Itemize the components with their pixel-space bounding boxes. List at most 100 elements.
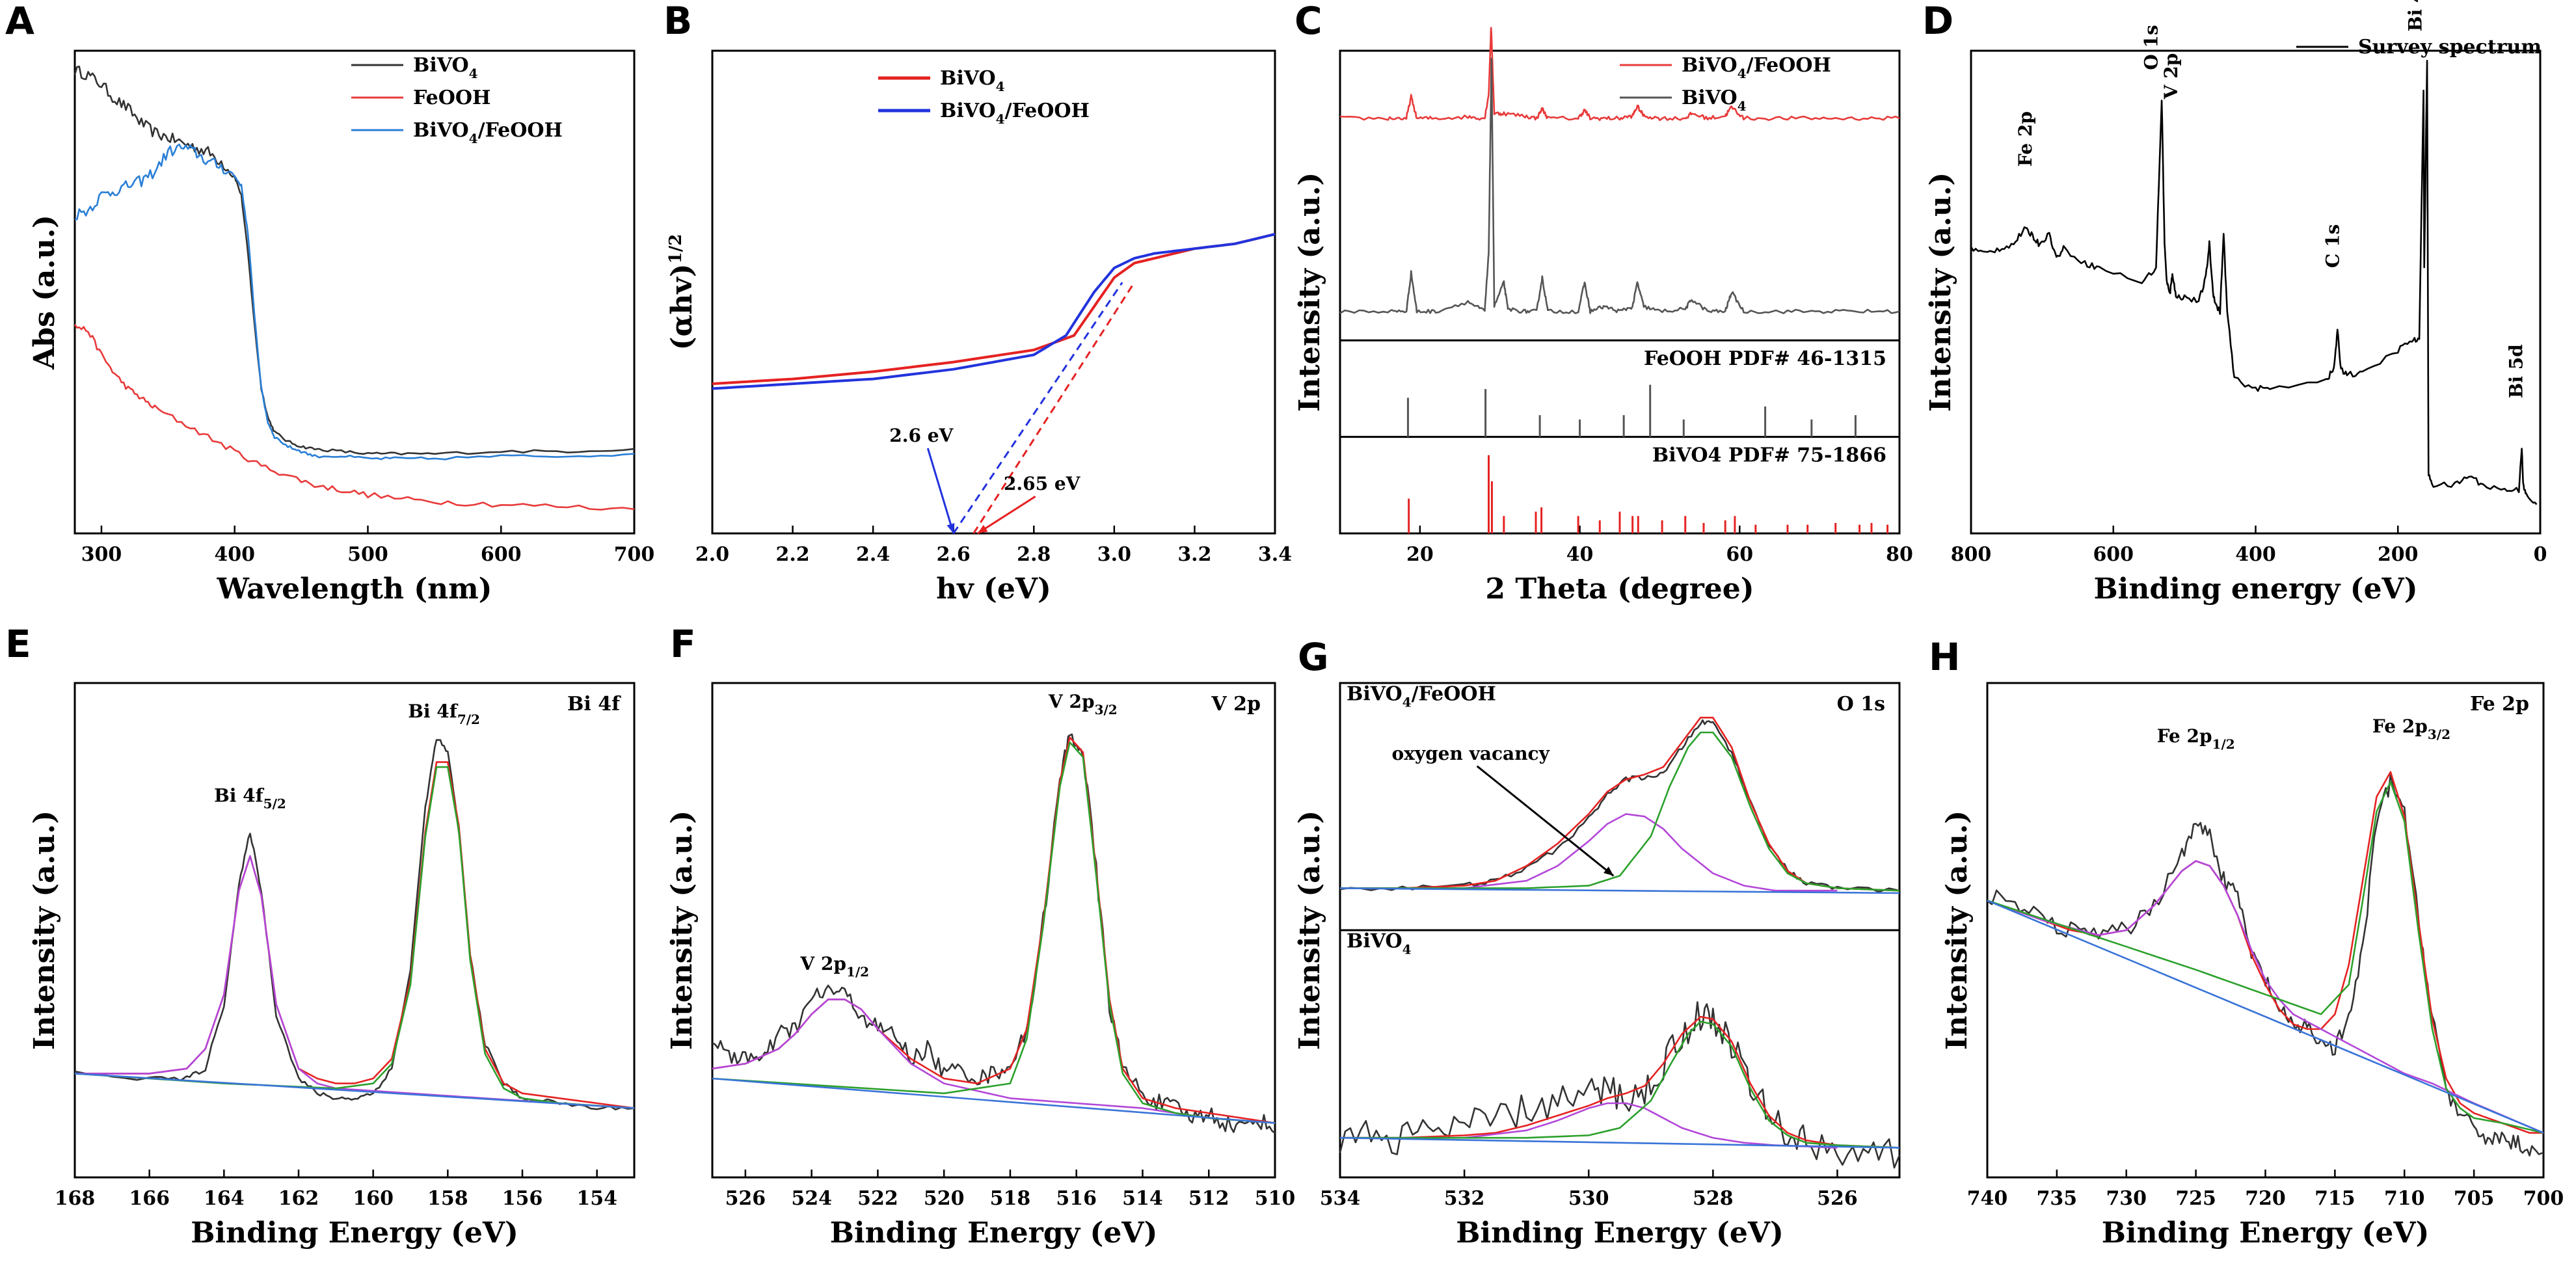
series-line (1987, 781, 2544, 1134)
legend-label-tail: /FeOOH (1005, 100, 1090, 122)
series-line (712, 233, 1276, 390)
peak-annotation: C 1s (2322, 224, 2343, 268)
x-tick-label: 730 (2106, 1187, 2147, 1210)
legend-label-tail: /FeOOH (1747, 54, 1831, 77)
plot-frame (74, 49, 636, 535)
legend-label-base: BiVO (413, 119, 469, 142)
x-tick-label: 2.8 (1017, 543, 1051, 566)
x-tick-label: 2.4 (856, 543, 890, 566)
peak-annotation-base: V 2p (1048, 691, 1095, 712)
y-axis-label: Abs (a.u.) (28, 215, 61, 370)
series-line (1970, 60, 2538, 505)
panel-title: Bi 4f (567, 693, 621, 716)
panel-letter: A (5, 0, 34, 43)
x-tick-label: 725 (2175, 1187, 2216, 1210)
panel-title: O 1s (1837, 693, 1885, 716)
stack-label-bottom: BiVO4 (1347, 930, 1412, 958)
x-axis-label: Binding Energy (eV) (830, 1216, 1158, 1250)
x-tick-label: 162 (278, 1187, 319, 1210)
x-tick-label: 500 (347, 543, 388, 566)
series-line (74, 324, 635, 511)
chart-E: E 168 166 164 162 160 158 156 154 Binding Energy … (5, 622, 636, 1250)
x-tick-label: 2.6 (937, 543, 971, 566)
series-line (712, 741, 1276, 1124)
chart-F: F 526 524 522 520 518 516 514 512 510 Binding Ener… (665, 622, 1295, 1250)
legend-label-base: BiVO (413, 54, 469, 77)
x-tick-label: 526 (1817, 1187, 1858, 1210)
y-axis-label-text: (αhv) (665, 263, 699, 350)
peak-annotation-sub: 1/2 (846, 964, 869, 980)
series-line (712, 1077, 1276, 1124)
legend-label: BiVO4 (1682, 87, 1747, 114)
x-tick-label: 400 (214, 543, 255, 566)
x-tick-label: 3.4 (1258, 543, 1292, 566)
x-tick-label: 40 (1566, 543, 1594, 566)
series-line (1340, 731, 1900, 892)
peak-annotation: Bi 4f (2404, 0, 2426, 31)
x-tick-label: 160 (353, 1187, 394, 1210)
series-line (712, 736, 1276, 1124)
x-tick-label: 700 (614, 543, 655, 566)
stack-label-bottom-sub: 4 (1402, 942, 1412, 958)
tangent-line (973, 282, 1136, 534)
x-axis-label: Binding energy (eV) (2093, 572, 2417, 606)
peak-annotation-sub: 5/2 (263, 796, 286, 811)
x-tick-label: 0 (2534, 543, 2547, 566)
chart-B: B 2.0 2.2 2.4 2.6 2.8 3.0 3.2 3.4 hv (eV) (αhv)1/2… (664, 0, 1292, 606)
x-tick-label: 715 (2314, 1187, 2355, 1210)
annotation-arrow (1476, 765, 1615, 877)
series-line (1340, 1102, 1838, 1149)
legend-label-sub: 4 (469, 131, 478, 146)
stack-label-top-tail: /FeOOH (1412, 683, 1496, 706)
series-line (1987, 860, 2544, 1134)
panel-letter: D (1922, 0, 1953, 43)
x-axis-label: hv (eV) (936, 572, 1051, 606)
x-tick-label: 3.0 (1097, 543, 1131, 566)
series-line (75, 855, 635, 1109)
plot-frame (711, 49, 1276, 535)
x-tick-label: 166 (129, 1187, 170, 1210)
peak-annotation-base: Fe 2p (2372, 716, 2428, 737)
x-axis-label: Wavelength (nm) (217, 572, 492, 606)
series-line (1340, 716, 1900, 892)
y-axis-label-text: Intensity (a.u.) (1924, 172, 1957, 412)
legend-label-sub: 4 (1737, 98, 1747, 114)
series-line (1339, 27, 1900, 122)
x-axis-label: 2 Theta (degree) (1485, 572, 1754, 606)
y-axis-label-text: Intensity (a.u.) (665, 811, 699, 1050)
legend-label: BiVO4 (413, 54, 478, 81)
plot-frame (1970, 49, 2542, 535)
legend-label-sub: 4 (996, 79, 1005, 94)
legend-label-base: BiVO (1682, 87, 1737, 109)
x-tick-label: 524 (791, 1187, 832, 1210)
peak-annotation: Bi 5d (2506, 344, 2527, 398)
x-tick-label: 200 (2378, 543, 2419, 566)
peak-annotation: Bi 4f7/2 (408, 701, 480, 727)
x-tick-label: 156 (502, 1187, 543, 1210)
legend-label: Survey spectrum (2358, 36, 2542, 59)
chart-G: G 534 532 530 528 526 Binding Energy (eV) Inten… (1293, 635, 1901, 1250)
legend-label: BiVO4/FeOOH (940, 100, 1090, 127)
x-tick-label: 514 (1122, 1187, 1163, 1210)
peak-annotation: Bi 4f5/2 (214, 784, 286, 811)
chart-C: C 20 40 60 80 2 Theta (degree) Intensity (a.u.… (1293, 0, 1913, 606)
series-line (712, 733, 1276, 1134)
annotation-arrow (976, 495, 1036, 535)
x-tick-label: 735 (2037, 1187, 2078, 1210)
series-line (1339, 57, 1900, 314)
reference-label: FeOOH PDF# 46-1315 (1644, 347, 1886, 370)
legend-label: FeOOH (413, 87, 490, 109)
series-line (1987, 773, 2544, 1157)
x-tick-label: 600 (481, 543, 522, 566)
y-axis-label: Intensity (a.u.) (1293, 172, 1326, 412)
x-axis-label: Binding Energy (eV) (191, 1216, 518, 1250)
peak-annotation-sub: 3/2 (2428, 727, 2450, 742)
annotation-label: 2.65 eV (1004, 473, 1081, 494)
y-axis-label-text: Intensity (a.u.) (1293, 172, 1326, 412)
x-tick-label: 700 (2523, 1187, 2564, 1210)
x-tick-label: 20 (1406, 543, 1434, 566)
y-axis-label-text: Intensity (a.u.) (1940, 811, 1974, 1050)
y-axis-label: Intensity (a.u.) (1940, 811, 1974, 1050)
y-axis-label-text: Intensity (a.u.) (1293, 811, 1326, 1050)
x-tick-label: 705 (2454, 1187, 2495, 1210)
